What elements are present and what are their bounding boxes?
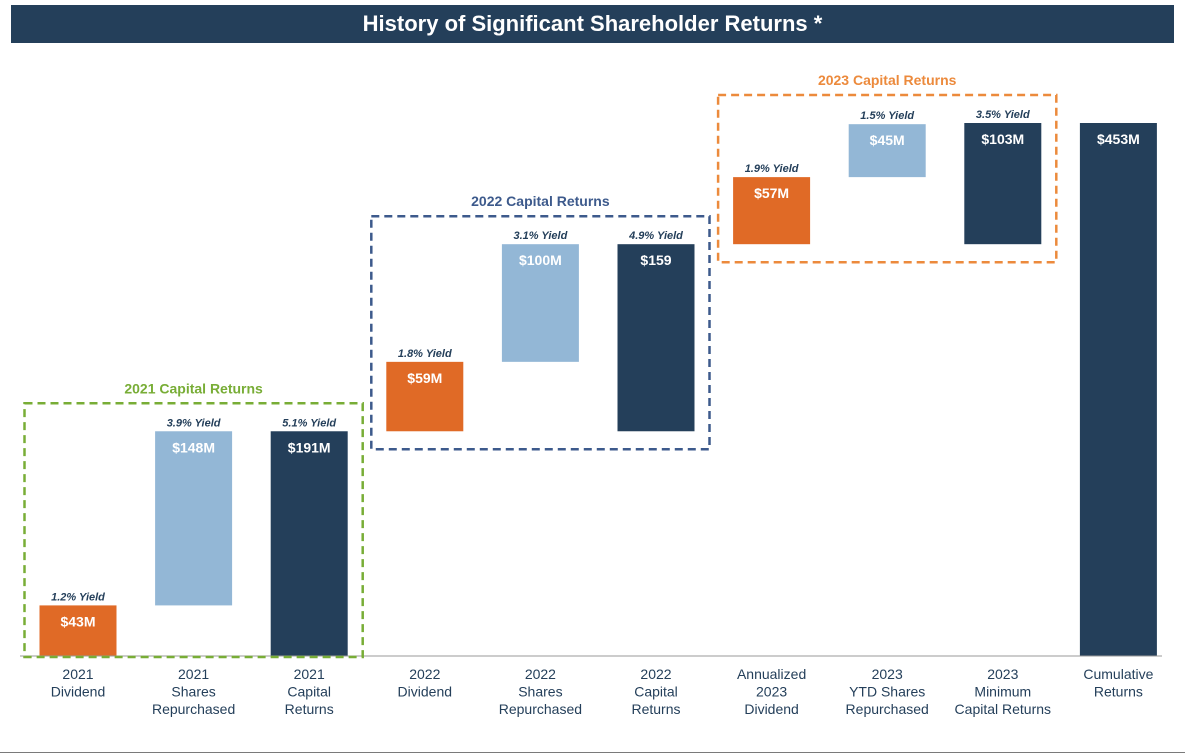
bar-6	[617, 244, 695, 432]
yield-label: 1.9% Yield	[745, 163, 799, 175]
group-title: 2021 Capital Returns	[124, 380, 263, 396]
category-label: Shares	[518, 684, 562, 700]
category-label: Capital	[287, 684, 331, 700]
group-box-2	[370, 214, 711, 451]
category-label: Minimum	[974, 684, 1031, 700]
chart-title: History of Significant Shareholder Retur…	[11, 5, 1174, 43]
category-label: 2023	[987, 666, 1018, 682]
bar-value-label: $453M	[1097, 131, 1140, 147]
bar-value-label: $191M	[288, 439, 331, 455]
category-label: Capital	[634, 684, 678, 700]
category-label: YTD Shares	[849, 684, 925, 700]
category-label: Capital Returns	[955, 701, 1052, 717]
yield-label: 3.5% Yield	[976, 109, 1030, 121]
group-box-1	[23, 402, 364, 659]
bar-1	[39, 605, 117, 656]
bar-value-label: $159	[640, 252, 671, 268]
group-title: 2023 Capital Returns	[818, 72, 957, 88]
bar-9	[964, 123, 1042, 245]
bar-value-label: $59M	[407, 370, 442, 386]
category-label: 2021	[62, 666, 93, 682]
category-label: Annualized	[737, 666, 806, 682]
bar-2	[155, 431, 233, 606]
bar-10	[1079, 123, 1157, 656]
bar-value-label: $103M	[981, 131, 1024, 147]
category-label: Dividend	[398, 684, 452, 700]
yield-label: 1.2% Yield	[51, 591, 105, 603]
category-label: Dividend	[744, 701, 798, 717]
yield-label: 4.9% Yield	[628, 230, 683, 242]
bar-7	[733, 177, 811, 245]
yield-label: 3.1% Yield	[513, 230, 567, 242]
category-label: Returns	[631, 701, 680, 717]
bar-8	[848, 124, 926, 178]
category-label: 2022	[640, 666, 671, 682]
bar-value-label: $43M	[60, 613, 95, 629]
category-label: 2021	[178, 666, 209, 682]
bar-value-label: $57M	[754, 185, 789, 201]
group-box-3	[716, 93, 1058, 264]
category-label: Cumulative	[1083, 666, 1153, 682]
bottom-rule	[0, 752, 1185, 753]
category-label: Repurchased	[846, 701, 929, 717]
bar-3	[270, 431, 348, 656]
category-label: 2022	[409, 666, 440, 682]
yield-label: 1.8% Yield	[398, 348, 452, 360]
bar-5	[501, 244, 579, 362]
category-label: 2021	[294, 666, 325, 682]
bar-value-label: $100M	[519, 252, 562, 268]
category-label: Shares	[171, 684, 215, 700]
bar-value-label: $45M	[870, 132, 905, 148]
category-label: Returns	[285, 701, 334, 717]
category-label: Repurchased	[152, 701, 235, 717]
category-label: Returns	[1094, 684, 1143, 700]
yield-label: 5.1% Yield	[282, 417, 336, 429]
category-label: Repurchased	[499, 701, 582, 717]
bar-value-label: $148M	[172, 439, 215, 455]
yield-label: 3.9% Yield	[167, 417, 221, 429]
group-title: 2022 Capital Returns	[471, 193, 610, 209]
bar-4	[386, 361, 464, 432]
category-label: 2023	[872, 666, 903, 682]
category-label: Dividend	[51, 684, 105, 700]
category-label: 2022	[525, 666, 556, 682]
category-label: 2023	[756, 684, 787, 700]
yield-label: 1.5% Yield	[860, 110, 914, 122]
